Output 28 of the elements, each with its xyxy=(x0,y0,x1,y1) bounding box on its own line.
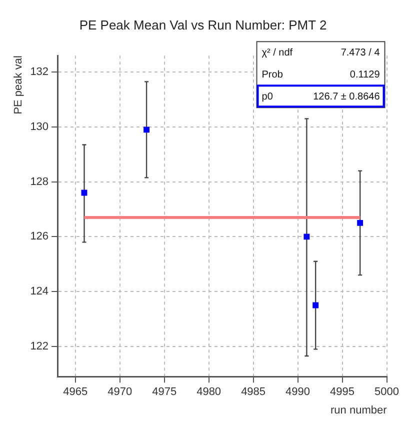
y-tick-label: 126 xyxy=(30,230,49,243)
chart-title: PE Peak Mean Val vs Run Number: PMT 2 xyxy=(79,17,327,32)
y-axis-title: PE peak val xyxy=(12,56,25,114)
annotation: 7.473 / 4 xyxy=(340,47,380,58)
annotation: 0.1129 xyxy=(350,69,380,80)
y-tick-label: 132 xyxy=(30,66,49,78)
x-tick-label: 4990 xyxy=(286,386,310,398)
x-tick-label: 4985 xyxy=(241,386,266,398)
point xyxy=(312,302,319,308)
annotation: χ² / ndf xyxy=(262,47,293,58)
y-tick-label: 124 xyxy=(30,286,49,298)
y-tick-label: 122 xyxy=(30,340,49,352)
point xyxy=(144,126,150,133)
y-tick-label: 130 xyxy=(30,120,49,133)
x-tick-label: 5000 xyxy=(374,386,400,398)
annotation: p0 xyxy=(262,91,274,102)
x-tick-label: 4975 xyxy=(152,386,177,398)
annotation: 126.7 ± 0.8646 xyxy=(313,91,380,102)
x-tick-label: 4965 xyxy=(63,386,88,398)
point xyxy=(81,190,88,196)
x-tick-label: 4980 xyxy=(196,386,222,398)
x-tick-label: 4970 xyxy=(108,386,132,398)
y-tick-label: 128 xyxy=(30,176,49,188)
x-tick-label: 4995 xyxy=(330,386,355,398)
point xyxy=(304,234,310,240)
point xyxy=(357,220,364,226)
annotation: Prob xyxy=(262,69,284,80)
x-axis-title: run number xyxy=(330,404,388,416)
